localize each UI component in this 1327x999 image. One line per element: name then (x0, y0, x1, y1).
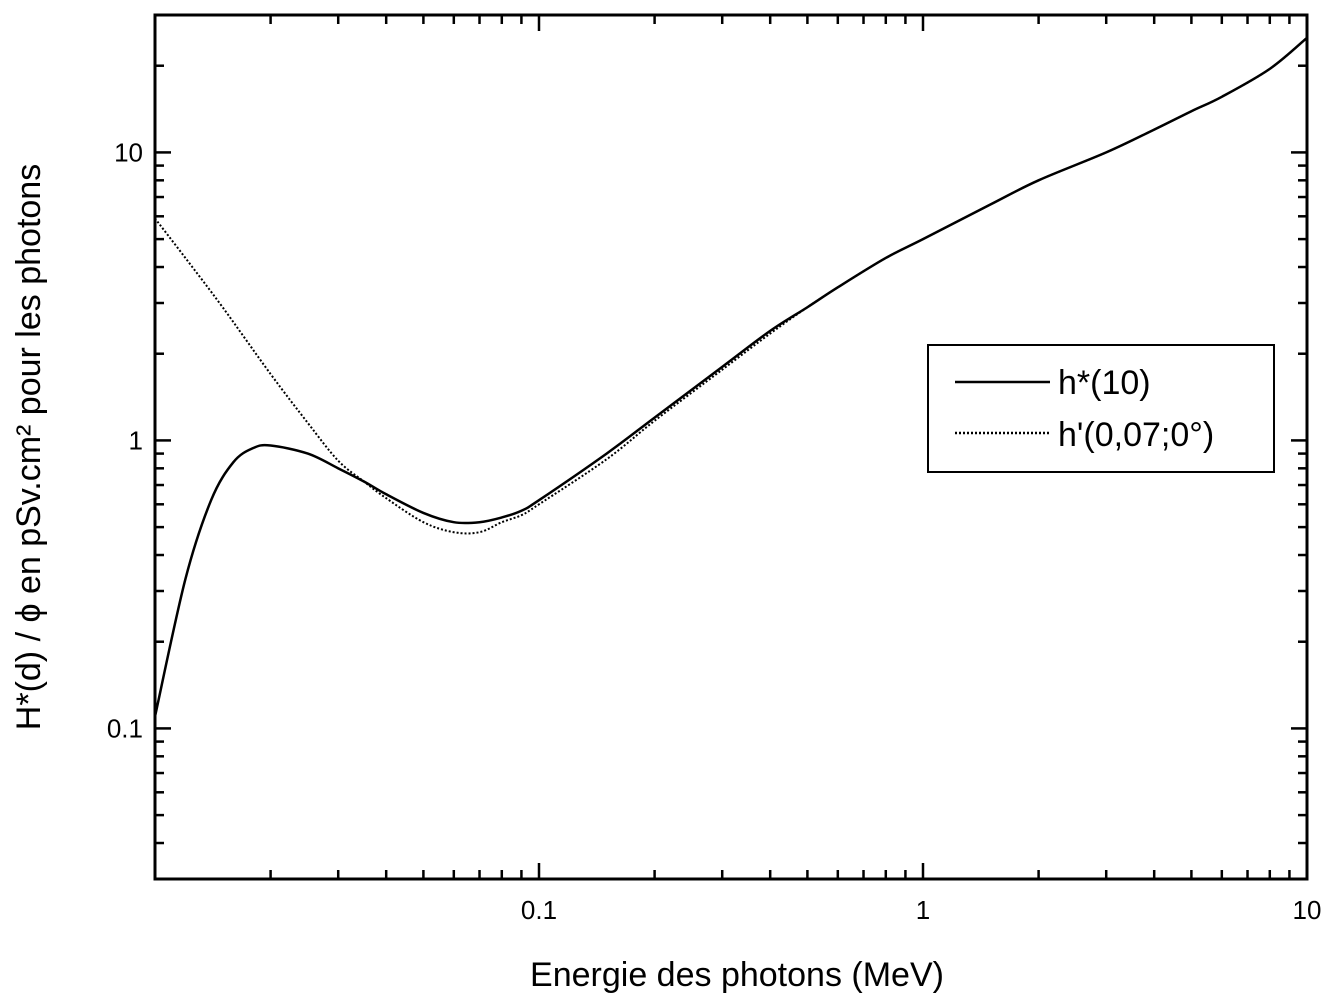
x-tick-label: 0.1 (521, 895, 557, 925)
y-axis-title: H*(d) / ϕ en pSv.cm² pour les photons (10, 164, 48, 730)
y-tick-label: 1 (129, 425, 143, 455)
legend-label-h-prime-007: h'(0,07;0°) (1058, 416, 1214, 454)
y-tick-label: 0.1 (107, 713, 143, 743)
x-axis-title: Energie des photons (MeV) (530, 956, 944, 994)
x-tick-label: 1 (916, 895, 930, 925)
y-tick-label: 10 (114, 137, 143, 167)
legend-label-h-star-10: h*(10) (1058, 364, 1151, 402)
x-tick-label: 10 (1293, 895, 1322, 925)
y-axis-ticks: 0.1 1 10 (107, 13, 1307, 881)
legend: h*(10) h'(0,07;0°) (927, 344, 1275, 473)
plot-frame (153, 13, 1309, 881)
legend-box (927, 344, 1275, 473)
series-line-h-prime-007 (154, 37, 1308, 535)
series-line-h-star-10 (153, 36, 1308, 717)
x-axis-ticks: 0.1 1 10 (153, 15, 1322, 925)
series-layer (153, 36, 1308, 717)
